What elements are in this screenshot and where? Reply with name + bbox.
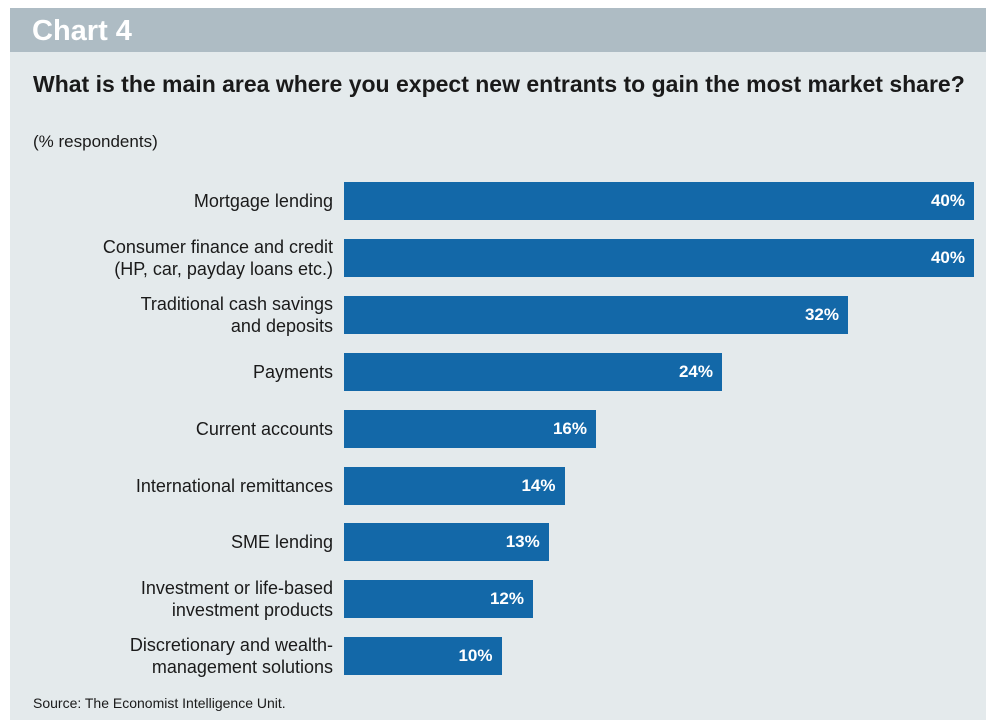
- bar-value-label: 24%: [678, 361, 713, 381]
- chart-number-label: Chart 4: [32, 15, 132, 47]
- category-label: Investment or life-based investment prod…: [140, 578, 333, 621]
- bar-value-label: 40%: [930, 247, 965, 267]
- bar: 14%: [344, 466, 565, 505]
- chart-panel: Chart 4 What is the main area where you …: [10, 8, 986, 720]
- category-label: Payments: [252, 361, 333, 382]
- bar: 16%: [344, 409, 596, 448]
- category-label: SME lending: [230, 532, 333, 553]
- bar: 40%: [344, 238, 974, 277]
- chart-subtitle: (% respondents): [33, 132, 158, 151]
- category-label: Current accounts: [195, 418, 333, 439]
- bar-value-label: 13%: [505, 532, 540, 552]
- bar: 40%: [344, 182, 974, 220]
- bar: 10%: [344, 637, 502, 676]
- bar: 24%: [344, 352, 722, 391]
- bar-value-label: 10%: [458, 646, 493, 666]
- bar-value-label: 16%: [552, 418, 587, 438]
- category-label: Consumer finance and credit (HP, car, pa…: [102, 236, 333, 279]
- bar-value-label: 32%: [804, 304, 839, 324]
- source-note: Source: The Economist Intelligence Unit.: [33, 695, 286, 711]
- chart-header-band: Chart 4: [10, 8, 986, 52]
- bar-plot-area: Mortgage lending 40% Consumer finance and …: [10, 8, 986, 720]
- bar: 13%: [344, 523, 549, 562]
- category-label: International remittances: [135, 475, 333, 496]
- chart-title: What is the main area where you expect n…: [33, 71, 965, 97]
- bar-value-label: 40%: [930, 191, 965, 210]
- bar: 32%: [344, 295, 848, 334]
- category-label: Mortgage lending: [193, 191, 333, 211]
- bar-value-label: 14%: [521, 475, 556, 495]
- bar-value-label: 12%: [489, 589, 524, 609]
- bar: 12%: [344, 580, 533, 619]
- category-label: Traditional cash savings and deposits: [140, 293, 333, 336]
- category-label: Discretionary and wealth- management sol…: [129, 635, 333, 678]
